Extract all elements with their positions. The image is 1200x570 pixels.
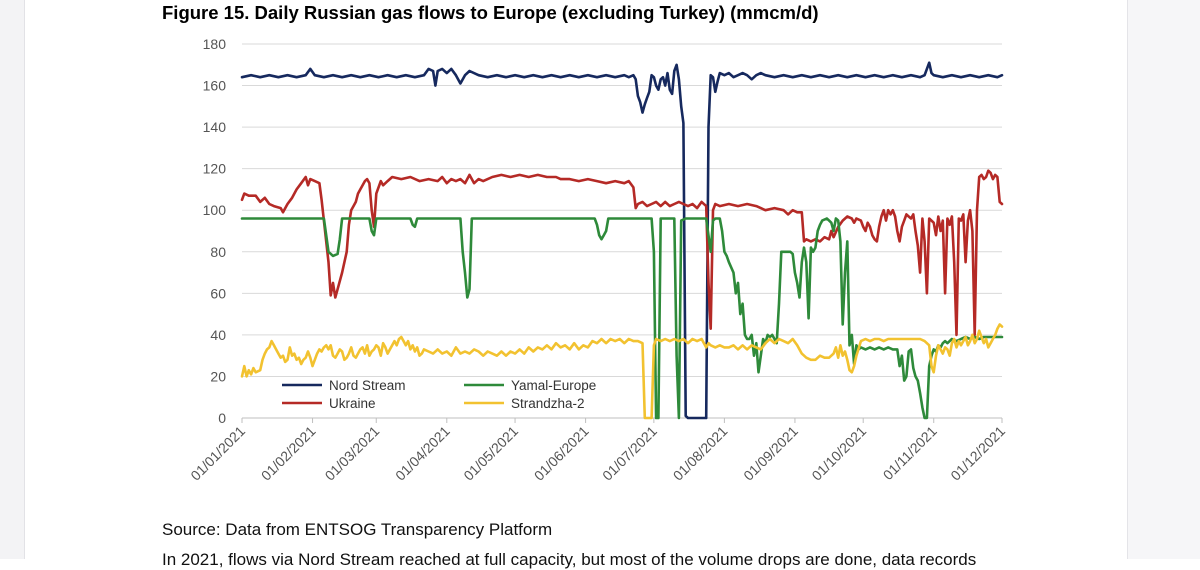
figure-title: Figure 15. Daily Russian gas flows to Eu… <box>162 2 819 23</box>
series-line-strandzha-2 <box>240 323 1004 420</box>
legend-label-nord-stream: Nord Stream <box>329 378 406 393</box>
source-note: Source: Data from ENTSOG Transparency Pl… <box>162 520 553 539</box>
chart-legend: Nord Stream Yamal-Europe Ukraine Strandzha-… <box>282 378 596 411</box>
series-line-nord-stream <box>240 61 1004 420</box>
y-tick-label-40: 40 <box>210 327 226 343</box>
data-series <box>240 61 1004 420</box>
y-tick-label-80: 80 <box>210 244 226 260</box>
x-tick-label: 01/02/2021 <box>258 423 319 484</box>
legend-label-strandzha-2: Strandzha-2 <box>511 396 585 411</box>
series-line-ukraine <box>240 169 1004 337</box>
x-tick-label: 01/11/2021 <box>880 423 940 483</box>
x-tick-label: 01/08/2021 <box>670 423 731 484</box>
grid-lines <box>242 43 1002 419</box>
x-tick-label: 01/06/2021 <box>531 423 592 484</box>
body-text-fragment: In 2021, flows via Nord Stream reached a… <box>162 550 977 569</box>
y-tick-label-120: 120 <box>203 161 227 177</box>
y-tick-label-160: 160 <box>203 78 227 94</box>
left-page-margin <box>0 0 25 559</box>
y-tick-label-20: 20 <box>210 368 226 384</box>
y-tick-label-140: 140 <box>203 119 227 135</box>
x-tick-label: 01/01/2021 <box>187 423 248 484</box>
y-axis-ticks: 0 20 40 60 80 100 120 140 160 180 <box>203 36 227 426</box>
y-tick-label-60: 60 <box>210 285 226 301</box>
x-tick-label: 01/04/2021 <box>392 423 453 484</box>
x-tick-label: 01/03/2021 <box>322 423 383 484</box>
x-tick-label: 01/05/2021 <box>460 423 521 484</box>
gas-flows-line-chart: 0 20 40 60 80 100 120 140 160 180 01/01/2021 01/02… <box>187 36 1008 484</box>
y-tick-label-180: 180 <box>203 36 227 52</box>
x-tick-label: 01/10/2021 <box>808 423 869 484</box>
legend-label-ukraine: Ukraine <box>329 396 376 411</box>
x-axis-ticks: 01/01/2021 01/02/2021 01/03/2021 01/04/2021… <box>187 418 1008 484</box>
x-tick-label: 01/07/2021 <box>599 423 660 484</box>
y-tick-label-0: 0 <box>218 410 226 426</box>
right-page-margin <box>1127 0 1200 559</box>
legend-label-yamal-europe: Yamal-Europe <box>511 378 596 393</box>
y-tick-label-100: 100 <box>203 202 227 218</box>
series-line-yamal-europe <box>240 217 1004 420</box>
x-tick-label: 01/12/2021 <box>947 423 1008 484</box>
x-tick-label: 01/09/2021 <box>740 423 801 484</box>
